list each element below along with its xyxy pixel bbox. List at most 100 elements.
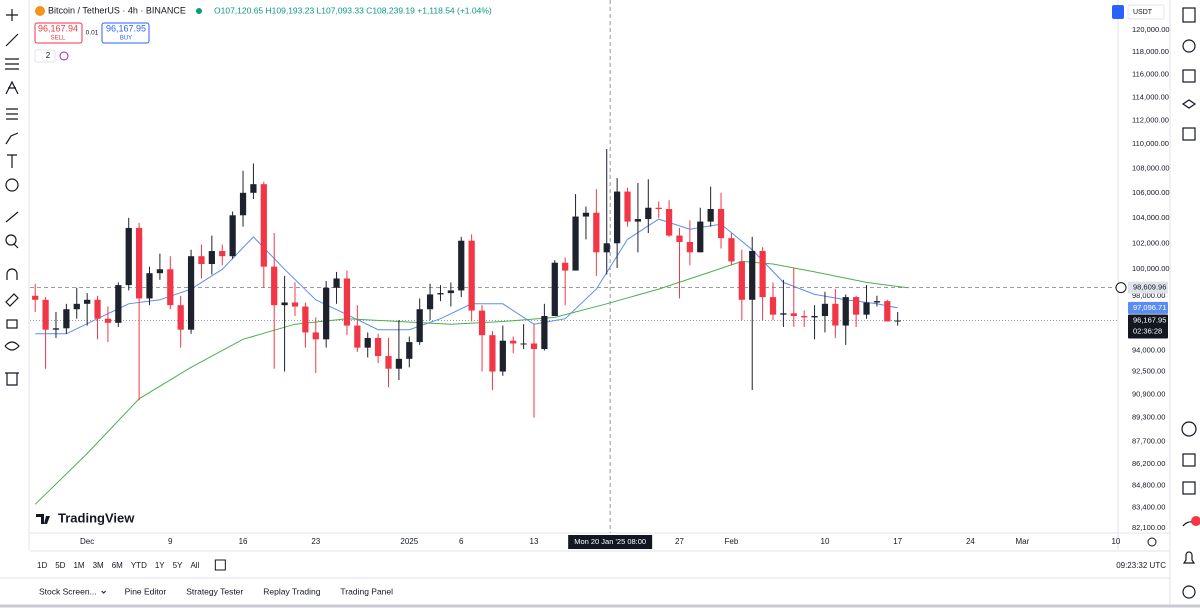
x-tick-label: Mar [1016, 537, 1030, 546]
time-settings[interactable] [1147, 537, 1157, 547]
candle-body [458, 240, 465, 291]
y-tick-label: 104,000.00 [1132, 213, 1170, 222]
candle-body [478, 310, 486, 336]
range-button[interactable]: 5Y [173, 561, 183, 570]
candle-body [551, 262, 558, 317]
candle-body [634, 219, 642, 222]
tool-icons[interactable] [4, 9, 20, 386]
range-button[interactable]: 1D [37, 561, 47, 570]
candle-body [426, 294, 434, 310]
candle-body [582, 212, 590, 217]
candle-body [468, 240, 475, 311]
indicator-count: 2 [46, 51, 51, 60]
y-tick-label: 112,000.00 [1132, 116, 1169, 125]
y-tick-label: 90,900.00 [1132, 389, 1165, 398]
candle-body [707, 209, 714, 222]
candle-body [364, 337, 371, 348]
indicator-toggle[interactable] [34, 49, 56, 63]
symbol-title[interactable]: Bitcoin / TetherUS · 4h · BINANCE [48, 5, 186, 15]
candle-body [863, 302, 870, 315]
range-button[interactable]: 5D [55, 561, 65, 570]
candle-body [811, 316, 818, 318]
candle-body [738, 261, 745, 300]
candle-body [135, 227, 143, 299]
x-tick-label: 6 [459, 537, 464, 546]
y-tick-label: 118,000.00 [1132, 47, 1169, 56]
bottom-tab[interactable]: Replay Trading [263, 586, 320, 596]
range-button[interactable]: 6M [112, 561, 123, 570]
candle-body [832, 303, 839, 326]
candle-body [239, 192, 247, 216]
bottom-tab[interactable]: Stock Screen... [39, 586, 97, 596]
y-tick-label: 83,400.00 [1132, 502, 1165, 511]
candle-body [645, 207, 652, 220]
candle-body [499, 340, 506, 372]
candle-body [769, 297, 777, 315]
range-button[interactable]: All [190, 561, 199, 570]
candle-body [406, 342, 413, 359]
x-tick-label: 17 [893, 537, 902, 546]
buy-button[interactable] [101, 22, 150, 44]
candle-body [63, 309, 70, 329]
y-tick-label: 120,000.00 [1132, 25, 1170, 34]
clock: 09:23:32 UTC [1116, 561, 1166, 570]
x-tick-label: 24 [966, 537, 975, 546]
candle-body [125, 227, 132, 286]
candle-body [697, 221, 704, 253]
currency: USDT [1133, 9, 1153, 16]
sell-label: SELL [51, 36, 66, 42]
candle-body [385, 356, 392, 369]
candle-body [156, 269, 164, 274]
tab-dropdown [101, 590, 106, 594]
candle-body [187, 256, 195, 330]
ohlc-values: O107,120.65 H109,193.23 L107,093.33 C108… [214, 5, 492, 15]
price-tag-label: 96,167.95 [1133, 316, 1166, 325]
x-tick-label: Feb [725, 537, 739, 546]
y-tick-label: 92,500.00 [1132, 367, 1165, 376]
candle-body [749, 251, 756, 300]
indicator-icon [59, 51, 69, 61]
price-settings-button[interactable] [1112, 5, 1124, 19]
y-tick-label: 106,000.00 [1132, 188, 1170, 197]
range-button[interactable]: 3M [93, 561, 104, 570]
bottom-tab[interactable]: Strategy Tester [186, 586, 243, 596]
price-tag-label: 97,096.71 [1133, 303, 1166, 312]
price-tag [1128, 301, 1168, 314]
candle-body [281, 302, 288, 306]
candle-body [842, 297, 849, 326]
candle-body [302, 306, 309, 333]
currency-select[interactable] [1127, 4, 1165, 20]
tv-logo-text: TradingView [58, 510, 135, 525]
y-tick-label: 86,200.00 [1132, 459, 1165, 468]
candle-body [759, 251, 766, 298]
range-button[interactable]: 1M [73, 561, 84, 570]
candle-body [676, 235, 683, 242]
candle-body [821, 303, 829, 317]
date-range-icon[interactable] [214, 559, 226, 571]
candle-body [801, 316, 808, 318]
range-button[interactable]: 1Y [155, 561, 165, 570]
sell-button[interactable] [34, 22, 83, 44]
candle-body [510, 340, 517, 344]
y-tick-label: 89,300.00 [1132, 413, 1165, 422]
bottom-tab[interactable]: Trading Panel [340, 586, 393, 596]
range-button[interactable]: YTD [131, 561, 147, 570]
bottom-tab[interactable]: Pine Editor [125, 586, 167, 596]
candle-body [572, 216, 579, 271]
candle-body [894, 320, 901, 322]
sell-price: 96,167.94 [38, 23, 78, 33]
y-tick-label: 100,000.00 [1132, 264, 1170, 273]
candle-body [84, 299, 91, 304]
candle-body [780, 313, 787, 315]
countdown: 02:36:28 [1133, 327, 1162, 336]
alert-button[interactable] [1115, 282, 1127, 294]
right-sidebar-icons[interactable] [1181, 7, 1197, 599]
candle-body [603, 243, 610, 253]
chart-area [30, 0, 1118, 533]
candle-body [291, 302, 299, 307]
candle-body [250, 184, 257, 193]
y-tick-label: 110,000.00 [1132, 139, 1169, 148]
crosshair-time-label: Mon 20 Jan '25 08:00 [574, 537, 646, 546]
market-open-dot [196, 8, 202, 14]
